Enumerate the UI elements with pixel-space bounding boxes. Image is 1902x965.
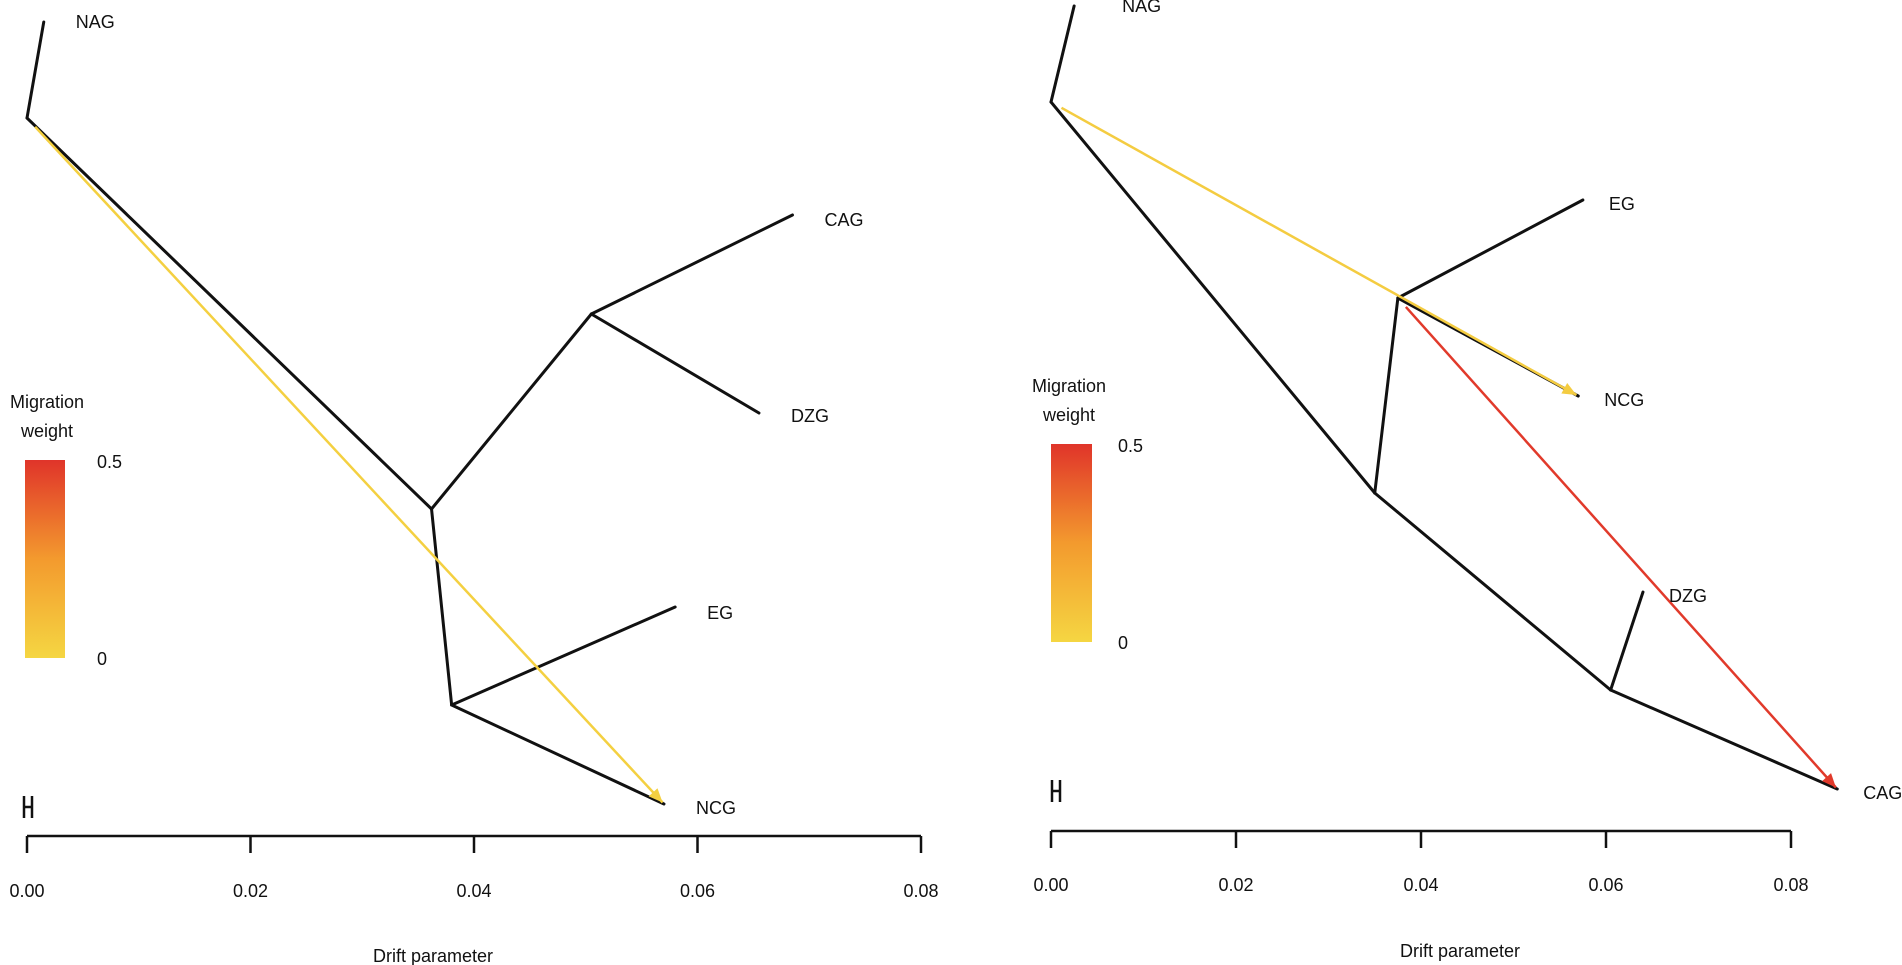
panel-left: NAG CAG DZG EG NCG Migration weight 0.5 0 0.…	[9, 12, 938, 965]
leaf-label-nag: NAG	[76, 12, 115, 32]
x-tick-label: 0.00	[9, 881, 44, 901]
leaf-label-dzg: DZG	[791, 406, 829, 426]
legend-max-label: 0.5	[1118, 436, 1143, 456]
tree-edge-root-NAG	[1049, 4, 1076, 104]
leaf-labels-left: NAG CAG DZG EG NCG	[76, 12, 864, 818]
migrations-left	[34, 125, 664, 804]
x-tick-label: 0.02	[1218, 875, 1253, 895]
x-axis-title-left: Drift parameter	[373, 946, 493, 965]
tree-edge-root-n1	[1049, 100, 1377, 495]
leaf-label-dzg: DZG	[1669, 586, 1707, 606]
legend-title-line1: Migration	[10, 392, 84, 412]
x-tick-label: 0.06	[680, 881, 715, 901]
leaf-label-eg: EG	[1609, 194, 1635, 214]
x-tick-label: 0.00	[1033, 875, 1068, 895]
tree-edge-n2-CAG	[589, 213, 794, 316]
tree-edge-n3-NCG	[450, 703, 666, 806]
tree-edge-n3-CAG	[1609, 688, 1839, 791]
legend-colorbar	[1051, 444, 1092, 642]
x-axis-left: 0.00 0.02 0.04 0.06 0.08	[9, 834, 939, 901]
x-tick-label: 0.04	[456, 881, 491, 901]
x-tick-label: 0.08	[903, 881, 938, 901]
migration-arrowhead-n2-CAG	[1822, 773, 1836, 788]
legend-min-label: 0	[97, 649, 107, 669]
tree-edges-right	[1049, 4, 1839, 791]
tree-edge-root-n1	[25, 116, 434, 511]
legend-min-label: 0	[1118, 633, 1128, 653]
legend-title-line2: weight	[20, 421, 73, 441]
tree-edge-n1-n2	[1373, 296, 1400, 495]
x-tick-label: 0.02	[233, 881, 268, 901]
tree-edges-left	[25, 20, 794, 806]
x-tick-label: 0.04	[1403, 875, 1438, 895]
tree-edge-n3-DZG	[1609, 590, 1645, 692]
legend-max-label: 0.5	[97, 452, 122, 472]
scale-bar-left	[22, 796, 34, 818]
migrations-right	[1060, 106, 1837, 789]
leaf-label-cag: CAG	[824, 210, 863, 230]
tree-edge-n1-n2	[430, 312, 593, 511]
x-axis-right: 0.00 0.02 0.04 0.06 0.08	[1033, 829, 1809, 895]
legend-title-line2: weight	[1042, 405, 1095, 425]
legend-title-line1: Migration	[1032, 376, 1106, 396]
tree-edge-n1-n3	[1373, 491, 1613, 692]
scale-bar-right	[1050, 780, 1062, 802]
tree-edge-n3-EG	[450, 605, 677, 707]
tree-edge-root-NAG	[25, 20, 46, 120]
x-tick-label: 0.08	[1773, 875, 1808, 895]
tree-edge-n2-EG	[1396, 198, 1585, 300]
migration-arrow-root-NCG	[1060, 106, 1578, 397]
legend-colorbar	[25, 460, 65, 658]
panel-right: NAG EG NCG DZG CAG Migration weight 0.5 0 0.…	[1032, 0, 1902, 961]
leaf-label-nag: NAG	[1122, 0, 1161, 16]
tree-edge-n1-n3	[430, 507, 454, 707]
leaf-label-ncg: NCG	[1604, 390, 1644, 410]
migration-arrowhead-root-NCG	[648, 788, 663, 803]
migration-arrow-n2-CAG	[1404, 306, 1837, 789]
legend-right: Migration weight 0.5 0	[1032, 376, 1143, 653]
leaf-label-eg: EG	[707, 603, 733, 623]
tree-edge-n2-DZG	[589, 312, 761, 415]
x-tick-label: 0.06	[1588, 875, 1623, 895]
migration-arrow-root-NCG	[34, 125, 664, 804]
x-axis-title-right: Drift parameter	[1400, 941, 1520, 961]
leaf-label-ncg: NCG	[696, 798, 736, 818]
leaf-label-cag: CAG	[1863, 783, 1902, 803]
legend-left: Migration weight 0.5 0	[10, 392, 122, 669]
leaf-labels-right: NAG EG NCG DZG CAG	[1122, 0, 1902, 803]
migration-arrowhead-root-NCG	[1561, 382, 1577, 396]
